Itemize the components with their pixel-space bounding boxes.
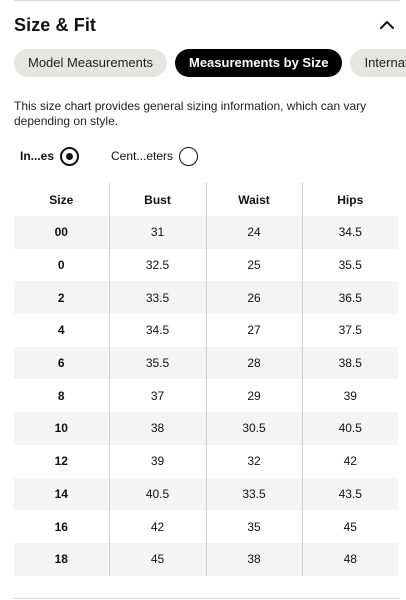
cell-hips: 40.5 xyxy=(301,412,398,445)
cell-hips: 38.5 xyxy=(301,346,398,380)
cell-hips: 35.5 xyxy=(301,248,398,282)
cell-bust: 31 xyxy=(108,216,206,249)
table-row: 12 39 32 42 xyxy=(14,444,398,478)
chevron-up-icon[interactable] xyxy=(378,16,396,34)
cell-size: 00 xyxy=(14,216,109,249)
cell-size: 4 xyxy=(57,323,65,338)
inches-label: In...es xyxy=(20,149,55,163)
cell-waist: 24 xyxy=(205,216,302,249)
header-waist: Waist xyxy=(205,183,302,216)
cell-waist: 32 xyxy=(205,444,302,478)
cell-size: 0 xyxy=(57,258,65,273)
cell-hips: 43.5 xyxy=(301,477,398,511)
cell-bust: 38 xyxy=(108,412,206,445)
unit-option-inches[interactable]: In...es xyxy=(20,146,80,166)
size-fit-header[interactable]: Size & Fit xyxy=(14,10,396,40)
cell-hips: 42 xyxy=(301,444,398,478)
unit-option-centimeters[interactable]: Cent...eters xyxy=(111,146,199,166)
cell-size: 10 xyxy=(14,412,109,445)
section-title: Size & Fit xyxy=(14,14,97,35)
cell-size: 18 xyxy=(14,542,109,576)
cell-bust: 34.5 xyxy=(108,314,206,347)
tab-measurements-by-size[interactable]: Measurements by Size xyxy=(175,49,343,77)
cell-bust: 45 xyxy=(108,542,206,576)
tab-model-measurements[interactable]: Model Measurements xyxy=(14,49,167,77)
cell-bust: 42 xyxy=(108,510,206,543)
cell-waist: 30.5 xyxy=(205,412,302,445)
table-row: 4 34.5 27 37.5 xyxy=(14,314,398,347)
cell-waist: 38 xyxy=(205,542,302,576)
cell-waist: 33.5 xyxy=(205,477,302,511)
table-row: 16 42 35 45 xyxy=(14,510,398,543)
cell-size: 14 xyxy=(14,477,109,511)
header-hips: Hips xyxy=(301,183,398,216)
cell-bust: 39 xyxy=(108,444,206,478)
inches-radio[interactable] xyxy=(60,146,80,166)
cell-bust: 40.5 xyxy=(108,477,206,511)
table-header-row: Size Bust Waist Hips xyxy=(14,183,398,216)
cell-hips: 39 xyxy=(301,379,398,413)
cell-hips: 37.5 xyxy=(301,314,398,347)
bottom-divider xyxy=(14,598,400,599)
table-row: 6 35.5 28 38.5 xyxy=(14,346,398,380)
table-row: 00 31 24 34.5 xyxy=(14,216,398,249)
tab-international[interactable]: International xyxy=(350,49,406,77)
header-size: Size xyxy=(49,192,74,207)
size-chart-table: Size Bust Waist Hips 00 31 24 34.5 0 32.5 25 35… xyxy=(14,183,398,576)
centimeters-label: Cent...eters xyxy=(111,149,174,163)
cell-waist: 26 xyxy=(205,281,302,315)
measurement-tabs: Model Measurements Measurements by Size In… xyxy=(14,49,406,77)
centimeters-radio[interactable] xyxy=(179,146,199,166)
table-row: 10 38 30.5 40.5 xyxy=(14,412,398,445)
cell-waist: 25 xyxy=(205,248,302,282)
cell-waist: 27 xyxy=(205,314,302,347)
cell-hips: 48 xyxy=(301,542,398,576)
size-chart-description: This size chart provides general sizing … xyxy=(14,99,367,128)
table-row: 14 40.5 33.5 43.5 xyxy=(14,477,398,511)
header-bust: Bust xyxy=(108,183,206,216)
cell-waist: 29 xyxy=(205,379,302,413)
table-row: 18 45 38 48 xyxy=(14,542,398,576)
cell-hips: 36.5 xyxy=(301,281,398,315)
unit-selector: In...es Cent...eters xyxy=(20,145,199,167)
cell-size: 6 xyxy=(14,346,109,380)
table-row: 2 33.5 26 36.5 xyxy=(14,281,398,315)
cell-bust: 35.5 xyxy=(108,346,206,380)
table-row: 0 32.5 25 35.5 xyxy=(14,248,398,282)
cell-bust: 33.5 xyxy=(108,281,206,315)
table-row: 8 37 29 39 xyxy=(14,379,398,413)
cell-hips: 45 xyxy=(301,510,398,543)
cell-waist: 28 xyxy=(205,346,302,380)
cell-size: 12 xyxy=(54,454,68,469)
cell-size: 2 xyxy=(14,281,109,315)
cell-hips: 34.5 xyxy=(301,216,398,249)
cell-size: 8 xyxy=(57,388,65,403)
top-divider xyxy=(14,0,400,1)
cell-bust: 32.5 xyxy=(108,248,206,282)
cell-size: 16 xyxy=(54,519,68,534)
cell-bust: 37 xyxy=(108,379,206,413)
cell-waist: 35 xyxy=(205,510,302,543)
